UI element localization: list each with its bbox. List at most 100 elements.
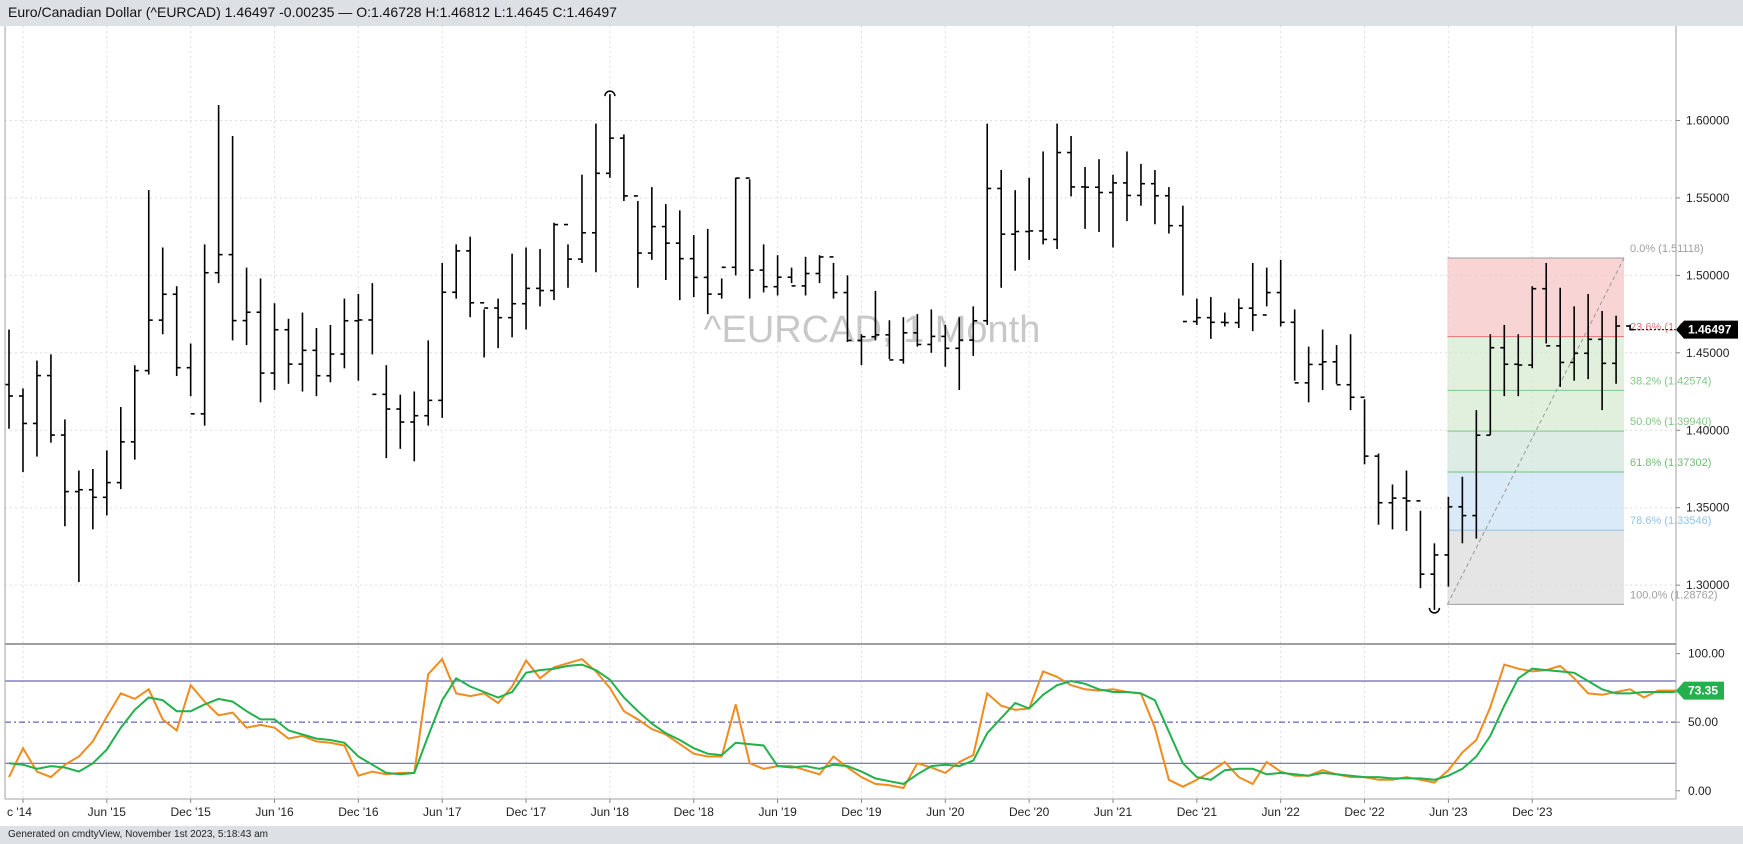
ohlc-bar xyxy=(1556,287,1565,387)
ohlc-bar xyxy=(955,317,964,390)
time-tick-label: Jun '16 xyxy=(255,805,294,819)
ohlc-bar xyxy=(1612,315,1621,384)
chart-area[interactable]: 0.0% (1.51118) 23.6% (1.46042) 38.2% (1.42… xyxy=(0,26,1743,826)
ohlc-bar xyxy=(480,301,489,358)
ohlc-bar xyxy=(522,247,531,330)
ohlc-bar xyxy=(5,329,13,429)
ohlc-bar xyxy=(1025,177,1034,260)
fib-trend-line xyxy=(1446,257,1625,605)
ohlc-bar xyxy=(941,324,950,367)
fib-level-label: 38.2% (1.42574) xyxy=(1630,375,1711,387)
ohlc-bar xyxy=(619,134,628,202)
ohlc-bar xyxy=(144,190,153,375)
ohlc-bar xyxy=(200,244,209,426)
time-tick-label: Jun '22 xyxy=(1262,805,1301,819)
fib-zone xyxy=(1447,390,1625,432)
ohlc-bar xyxy=(927,309,936,353)
ohlc-bar xyxy=(1318,329,1327,390)
ohlc-bar xyxy=(1416,500,1425,589)
ohlc-bar xyxy=(1150,170,1159,225)
price-tick-label: 1.55000 xyxy=(1686,191,1730,205)
ohlc-bar xyxy=(382,365,391,459)
ohlc-bar xyxy=(871,290,880,341)
ohlc-bar xyxy=(270,303,279,390)
ohlc-bar xyxy=(74,470,83,583)
ohlc-bar xyxy=(298,312,307,392)
ohlc-bar xyxy=(1458,476,1467,544)
time-tick-label: Jun '19 xyxy=(758,805,797,819)
ohlc-bar xyxy=(717,266,726,299)
ohlc-bar xyxy=(689,235,698,298)
generated-timestamp: Generated on cmdtyView, November 1st 202… xyxy=(8,829,268,840)
ohlc-bar xyxy=(703,228,712,315)
ohlc-bar xyxy=(116,407,125,490)
chart-footer: Generated on cmdtyView, November 1st 202… xyxy=(0,826,1743,844)
ohlc-bar xyxy=(577,174,586,263)
ohlc-bar xyxy=(1220,312,1229,327)
ohlc-bar xyxy=(284,318,293,384)
time-tick-label: Jun '21 xyxy=(1094,805,1133,819)
ohlc-bar xyxy=(969,306,978,356)
time-tick-label: Jun '18 xyxy=(591,805,630,819)
ohlc-bar xyxy=(857,334,866,366)
ohlc-bar xyxy=(1528,286,1537,369)
chart-svg[interactable]: 0.0% (1.51118)23.6% (1.46042)38.2% (1.42… xyxy=(0,26,1743,826)
time-axis: c '14 Jun '15 Dec '15 Jun '16 Dec '16 Jun '17… xyxy=(5,798,1676,819)
fib-zone xyxy=(1447,431,1625,473)
ohlc-bar xyxy=(633,195,642,288)
ohlc-bar xyxy=(550,222,559,301)
time-tick-label: Dec '23 xyxy=(1512,805,1553,819)
ohlc-bar xyxy=(1444,496,1453,587)
ohlc-bar xyxy=(1192,298,1201,325)
price-bars xyxy=(5,90,1635,614)
fib-zone xyxy=(1447,258,1625,337)
fib-level-label: 100.0% (1.28762) xyxy=(1630,589,1717,601)
ohlc-bar xyxy=(1542,262,1551,347)
time-tick-label: Jun '20 xyxy=(926,805,965,819)
ohlc-bar xyxy=(885,320,894,361)
ohlc-bar xyxy=(1598,310,1607,411)
time-tick-label: Dec '21 xyxy=(1177,805,1218,819)
ohlc-bar xyxy=(186,343,195,415)
ohlc-bar xyxy=(242,267,251,346)
time-tick-label: Dec '19 xyxy=(841,805,882,819)
ohlc-bar xyxy=(1095,159,1104,232)
ohlc-bar xyxy=(326,324,335,383)
ohlc-bar xyxy=(1374,453,1383,525)
price-tick-label: 1.45000 xyxy=(1686,346,1730,360)
ohlc-bar xyxy=(745,177,754,299)
ohlc-bar xyxy=(1584,293,1593,380)
ohlc-bar xyxy=(1346,334,1355,411)
ohlc-bar xyxy=(1332,345,1341,386)
ohlc-bar xyxy=(424,340,433,426)
fib-level-label: 61.8% (1.37302) xyxy=(1630,457,1711,469)
stoch-k-line xyxy=(8,657,1686,790)
ohlc-bar xyxy=(1039,151,1048,245)
ohlc-bar xyxy=(312,328,321,397)
ohlc-bar xyxy=(396,394,405,449)
ohlc-bar xyxy=(214,104,223,284)
ohlc-bar xyxy=(452,244,461,299)
ohlc-bar xyxy=(997,170,1006,288)
chart-frame xyxy=(4,26,1677,799)
last-price-badge xyxy=(1676,320,1738,339)
ohlc-bar xyxy=(88,468,97,530)
ohlc-bar xyxy=(172,286,181,377)
chart-header: Euro/Canadian Dollar (^EURCAD) 1.46497 -… xyxy=(0,0,1743,26)
ohlc-bar xyxy=(1360,396,1369,465)
ohlc-bar xyxy=(102,450,111,516)
fibonacci-retracement: 0.0% (1.51118)23.6% (1.46042)38.2% (1.42… xyxy=(1446,243,1717,605)
price-axis: 1.60000 1.55000 1.50000 1.45000 1.40000 1.350… xyxy=(1630,113,1738,592)
ohlc-bar xyxy=(354,293,363,381)
ohlc-bar xyxy=(368,283,377,396)
fib-zone xyxy=(1447,530,1625,605)
ohlc-bar xyxy=(759,244,768,293)
fib-level-label: 0.0% (1.51118) xyxy=(1630,243,1704,255)
ohlc-bar xyxy=(60,419,69,527)
time-tick-label: Dec '15 xyxy=(171,805,212,819)
ohlc-bar xyxy=(1081,166,1090,229)
ohlc-bar xyxy=(1136,163,1145,206)
ohlc-bar xyxy=(508,253,517,338)
ohlc-bar xyxy=(18,388,27,473)
time-tick-label: Jun '15 xyxy=(88,805,127,819)
